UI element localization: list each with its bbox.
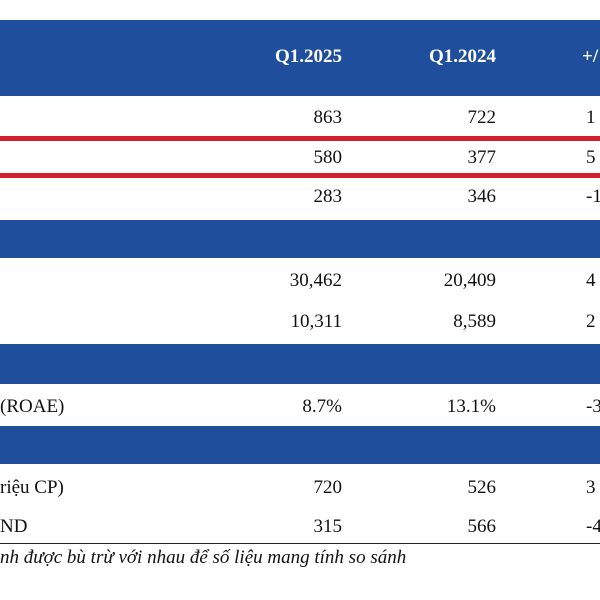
- cell-change: -4: [586, 516, 600, 537]
- cell-q1-2024: 13.1%: [446, 396, 496, 417]
- cell-q1-2025: 315: [313, 516, 343, 537]
- cell-q1-2025: 863: [313, 107, 343, 128]
- section-band: [0, 344, 600, 384]
- cell-q1-2025: 580: [313, 147, 343, 168]
- footnote: nh được bù trừ với nhau để số liệu mang …: [0, 547, 407, 568]
- cell-q1-2025: 8.7%: [302, 396, 342, 417]
- table-header: Q1.2025 Q1.2024 +/: [0, 20, 600, 96]
- column-header-q1-2024: Q1.2024: [428, 46, 496, 67]
- highlight-line-top: [0, 136, 600, 141]
- cell-change: -1: [586, 186, 600, 207]
- highlight-line-bottom: [0, 173, 600, 178]
- cell-q1-2024: 566: [467, 516, 497, 537]
- cell-change: 5: [586, 147, 596, 168]
- cell-q1-2024: 8,589: [453, 311, 496, 332]
- cell-q1-2024: 20,409: [443, 270, 496, 291]
- cell-change: 2: [586, 311, 596, 332]
- column-header-change: +/: [582, 46, 599, 67]
- section-band: [0, 220, 600, 258]
- cell-q1-2024: 346: [467, 186, 497, 207]
- section-band: [0, 426, 600, 464]
- cell-q1-2024: 722: [467, 107, 497, 128]
- cell-q1-2025: 10,311: [290, 311, 342, 332]
- cell-change: 4: [586, 270, 596, 291]
- cell-q1-2025: 283: [313, 186, 343, 207]
- cell-change: 1: [586, 107, 596, 128]
- row-label: (ROAE): [0, 396, 65, 417]
- table-bottom-border: [0, 543, 600, 544]
- cell-q1-2025: 30,462: [289, 270, 342, 291]
- column-header-q1-2025: Q1.2025: [274, 46, 342, 67]
- cell-change: 3: [586, 477, 596, 498]
- cell-q1-2025: 720: [313, 477, 343, 498]
- row-label: ND: [0, 516, 28, 537]
- cell-change: -3: [586, 396, 600, 417]
- row-label: riệu CP): [0, 477, 64, 498]
- cell-q1-2024: 526: [467, 477, 497, 498]
- cell-q1-2024: 377: [467, 147, 497, 168]
